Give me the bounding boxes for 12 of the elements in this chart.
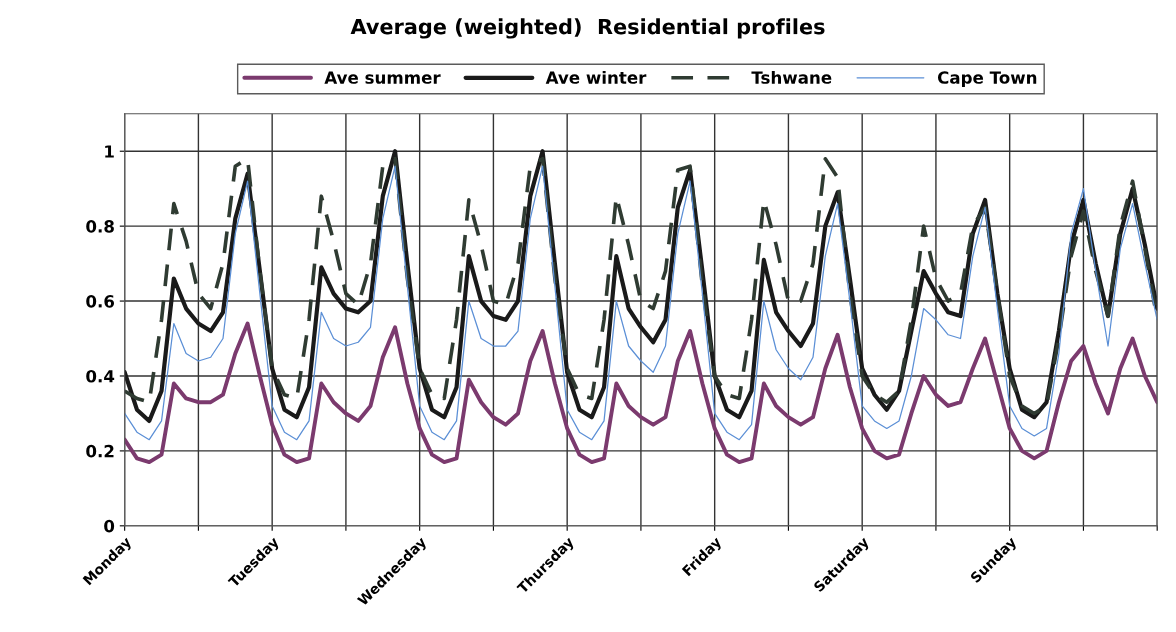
y-tick-label: 0 [104, 519, 115, 533]
legend-label: Tshwane [751, 70, 832, 84]
y-tick-label: 0.6 [86, 295, 115, 308]
legend-label: Cape Town [937, 71, 1037, 88]
line-series [124, 321, 1158, 465]
y-tick-label: 0.2 [86, 444, 114, 458]
chart-title: Average (weighted) Residential profiles [350, 18, 825, 39]
y-tick-label: 0.4 [86, 369, 115, 383]
y-tick-label: 0.8 [86, 220, 114, 233]
legend-label: Ave winter [545, 70, 647, 84]
legend-label: Ave summer [324, 71, 441, 84]
y-tick-label: 1 [105, 145, 114, 158]
